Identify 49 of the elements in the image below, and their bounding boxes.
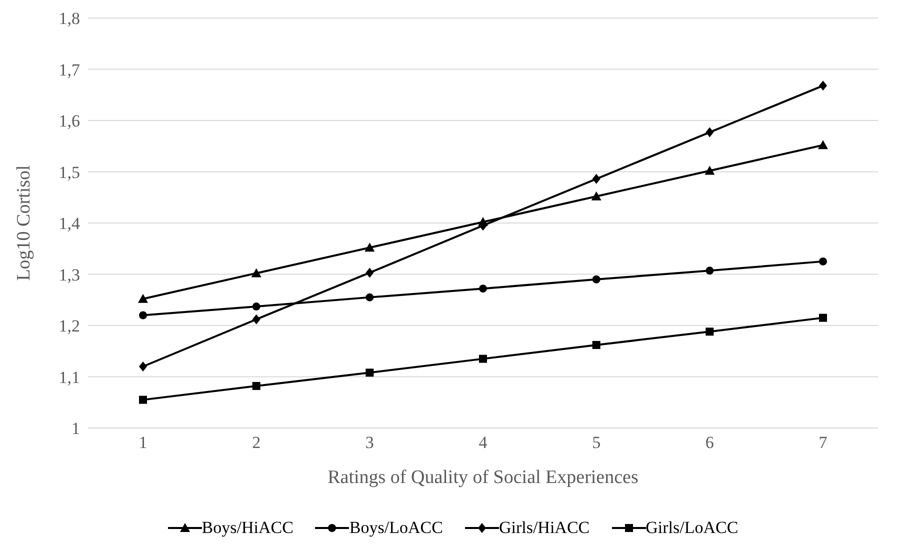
x-tick-label: 6 [705, 433, 714, 452]
point [704, 166, 715, 175]
legend-label: Boys/LoACC [349, 518, 443, 538]
y-tick-label: 1,6 [58, 112, 80, 131]
point [139, 396, 147, 404]
y-tick-label: 1,1 [58, 368, 80, 387]
point [478, 216, 488, 226]
point [364, 242, 375, 252]
point [592, 340, 600, 349]
x-tick-label: 7 [818, 433, 828, 452]
y-tick-label: 1,2 [58, 316, 80, 336]
point [706, 328, 714, 336]
legend-label: Girls/HiACC [498, 518, 590, 538]
point [479, 284, 487, 293]
y-tick-label: 1,5 [58, 162, 80, 182]
point [592, 275, 600, 284]
x-tick-label: 3 [365, 433, 374, 452]
point [252, 314, 260, 324]
point [479, 354, 487, 363]
point [592, 174, 600, 184]
point [706, 127, 714, 138]
legend-label: Boys/HiACC [202, 518, 294, 538]
x-tick-label: 4 [478, 433, 488, 452]
point [251, 268, 262, 278]
y-tick-label: 1 [72, 419, 80, 438]
point [366, 268, 374, 278]
point [138, 294, 148, 303]
point [252, 382, 260, 390]
y-tick-label: 1,3 [58, 265, 80, 284]
legend-label: Girls/LoACC [646, 518, 738, 538]
y-tick-label: 1,4 [58, 214, 80, 234]
point [818, 140, 828, 150]
x-tick-label: 5 [592, 433, 601, 452]
x-tick-label: 1 [138, 433, 148, 452]
point [139, 362, 147, 372]
x-tick-label: 2 [252, 433, 261, 452]
point [139, 311, 147, 320]
point [706, 266, 714, 275]
point [591, 191, 602, 200]
y-axis-title: Log10 Cortisol [14, 165, 35, 281]
y-tick-label: 1,8 [58, 9, 80, 28]
point [819, 80, 827, 91]
y-tick-label: 1,7 [58, 60, 80, 80]
x-axis-title: Ratings of Quality of Social Experiences [328, 467, 638, 488]
point [366, 368, 374, 377]
point [252, 302, 260, 311]
point [819, 314, 827, 322]
point [366, 293, 374, 302]
point [819, 257, 827, 266]
